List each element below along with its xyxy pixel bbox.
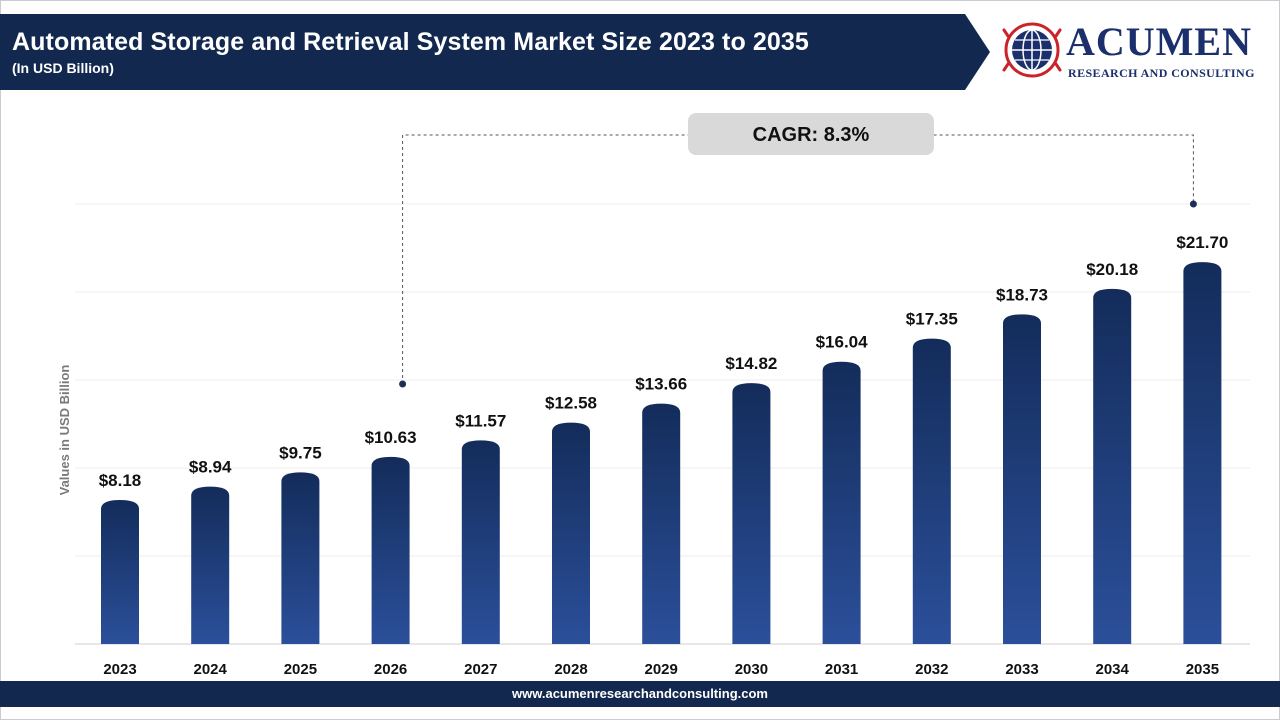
value-label-2031: $16.04: [816, 333, 869, 352]
x-tick-labels: 2023 2024 2025 2026 2027 2028 2029 2030 2031 2032…: [103, 661, 1219, 678]
x-tick-2032: 2032: [915, 661, 948, 678]
x-tick-2029: 2029: [645, 661, 678, 678]
globe-icon: [1002, 22, 1062, 78]
chart-subtitle: (In USD Billion): [12, 60, 114, 76]
value-label-2024: $8.94: [189, 458, 232, 477]
bar-2027: [461, 440, 500, 644]
bar-2025: [281, 472, 320, 644]
x-tick-2026: 2026: [374, 661, 407, 678]
bars: [101, 262, 1222, 644]
value-label-2028: $12.58: [545, 394, 597, 413]
cagr-label: CAGR: 8.3%: [753, 124, 870, 146]
x-tick-2028: 2028: [554, 661, 587, 678]
value-label-2030: $14.82: [725, 354, 777, 373]
cagr-connector-line: [402, 134, 1194, 384]
footer-band: [0, 681, 1280, 707]
value-label-2029: $13.66: [635, 375, 687, 394]
cagr-annotation: CAGR: 8.3%: [399, 113, 1197, 388]
bar-2034: [1093, 288, 1132, 644]
x-tick-2031: 2031: [825, 661, 858, 678]
value-label-2026: $10.63: [365, 428, 417, 447]
x-tick-2025: 2025: [284, 661, 317, 678]
bar-2033: [1003, 314, 1041, 644]
logo-wordmark: ACUMEN: [1066, 19, 1252, 64]
cagr-end-dot: [1189, 200, 1197, 208]
x-tick-2027: 2027: [464, 661, 497, 678]
x-tick-2023: 2023: [103, 661, 136, 678]
y-axis-label: Values in USD Billion: [57, 365, 72, 496]
footer-url: www.acumenresearchandconsulting.com: [512, 686, 768, 701]
x-tick-2033: 2033: [1005, 661, 1038, 678]
value-labels: $8.18 $8.94 $9.75 $10.63 $11.57 $12.58 $13.66 $…: [99, 233, 1229, 490]
value-label-2023: $8.18: [99, 471, 142, 490]
value-label-2025: $9.75: [279, 443, 322, 462]
bar-2028: [552, 422, 590, 644]
bar-2023: [101, 500, 139, 644]
bar-2029: [642, 403, 681, 644]
header-band: [0, 14, 990, 90]
cagr-box: [688, 113, 934, 155]
value-label-2032: $17.35: [906, 310, 958, 329]
bar-2026: [371, 456, 410, 644]
value-label-2027: $11.57: [455, 411, 506, 430]
bar-2030: [732, 383, 771, 644]
value-label-2035: $21.70: [1176, 233, 1228, 252]
bar-2035: [1183, 262, 1222, 644]
x-tick-2034: 2034: [1096, 661, 1130, 678]
brand-logo: ACUMEN RESEARCH AND CONSULTING: [1000, 18, 1270, 84]
x-tick-2030: 2030: [735, 661, 768, 678]
bar-2032: [912, 338, 951, 644]
logo-tagline: RESEARCH AND CONSULTING: [1068, 66, 1255, 80]
x-tick-2024: 2024: [194, 661, 228, 678]
bar-2031: [822, 361, 861, 644]
cagr-start-dot: [399, 380, 407, 388]
chart-title: Automated Storage and Retrieval System M…: [12, 28, 809, 56]
value-label-2034: $20.18: [1086, 260, 1138, 279]
x-tick-2035: 2035: [1186, 661, 1219, 678]
value-label-2033: $18.73: [996, 285, 1048, 304]
bar-2024: [191, 486, 230, 644]
